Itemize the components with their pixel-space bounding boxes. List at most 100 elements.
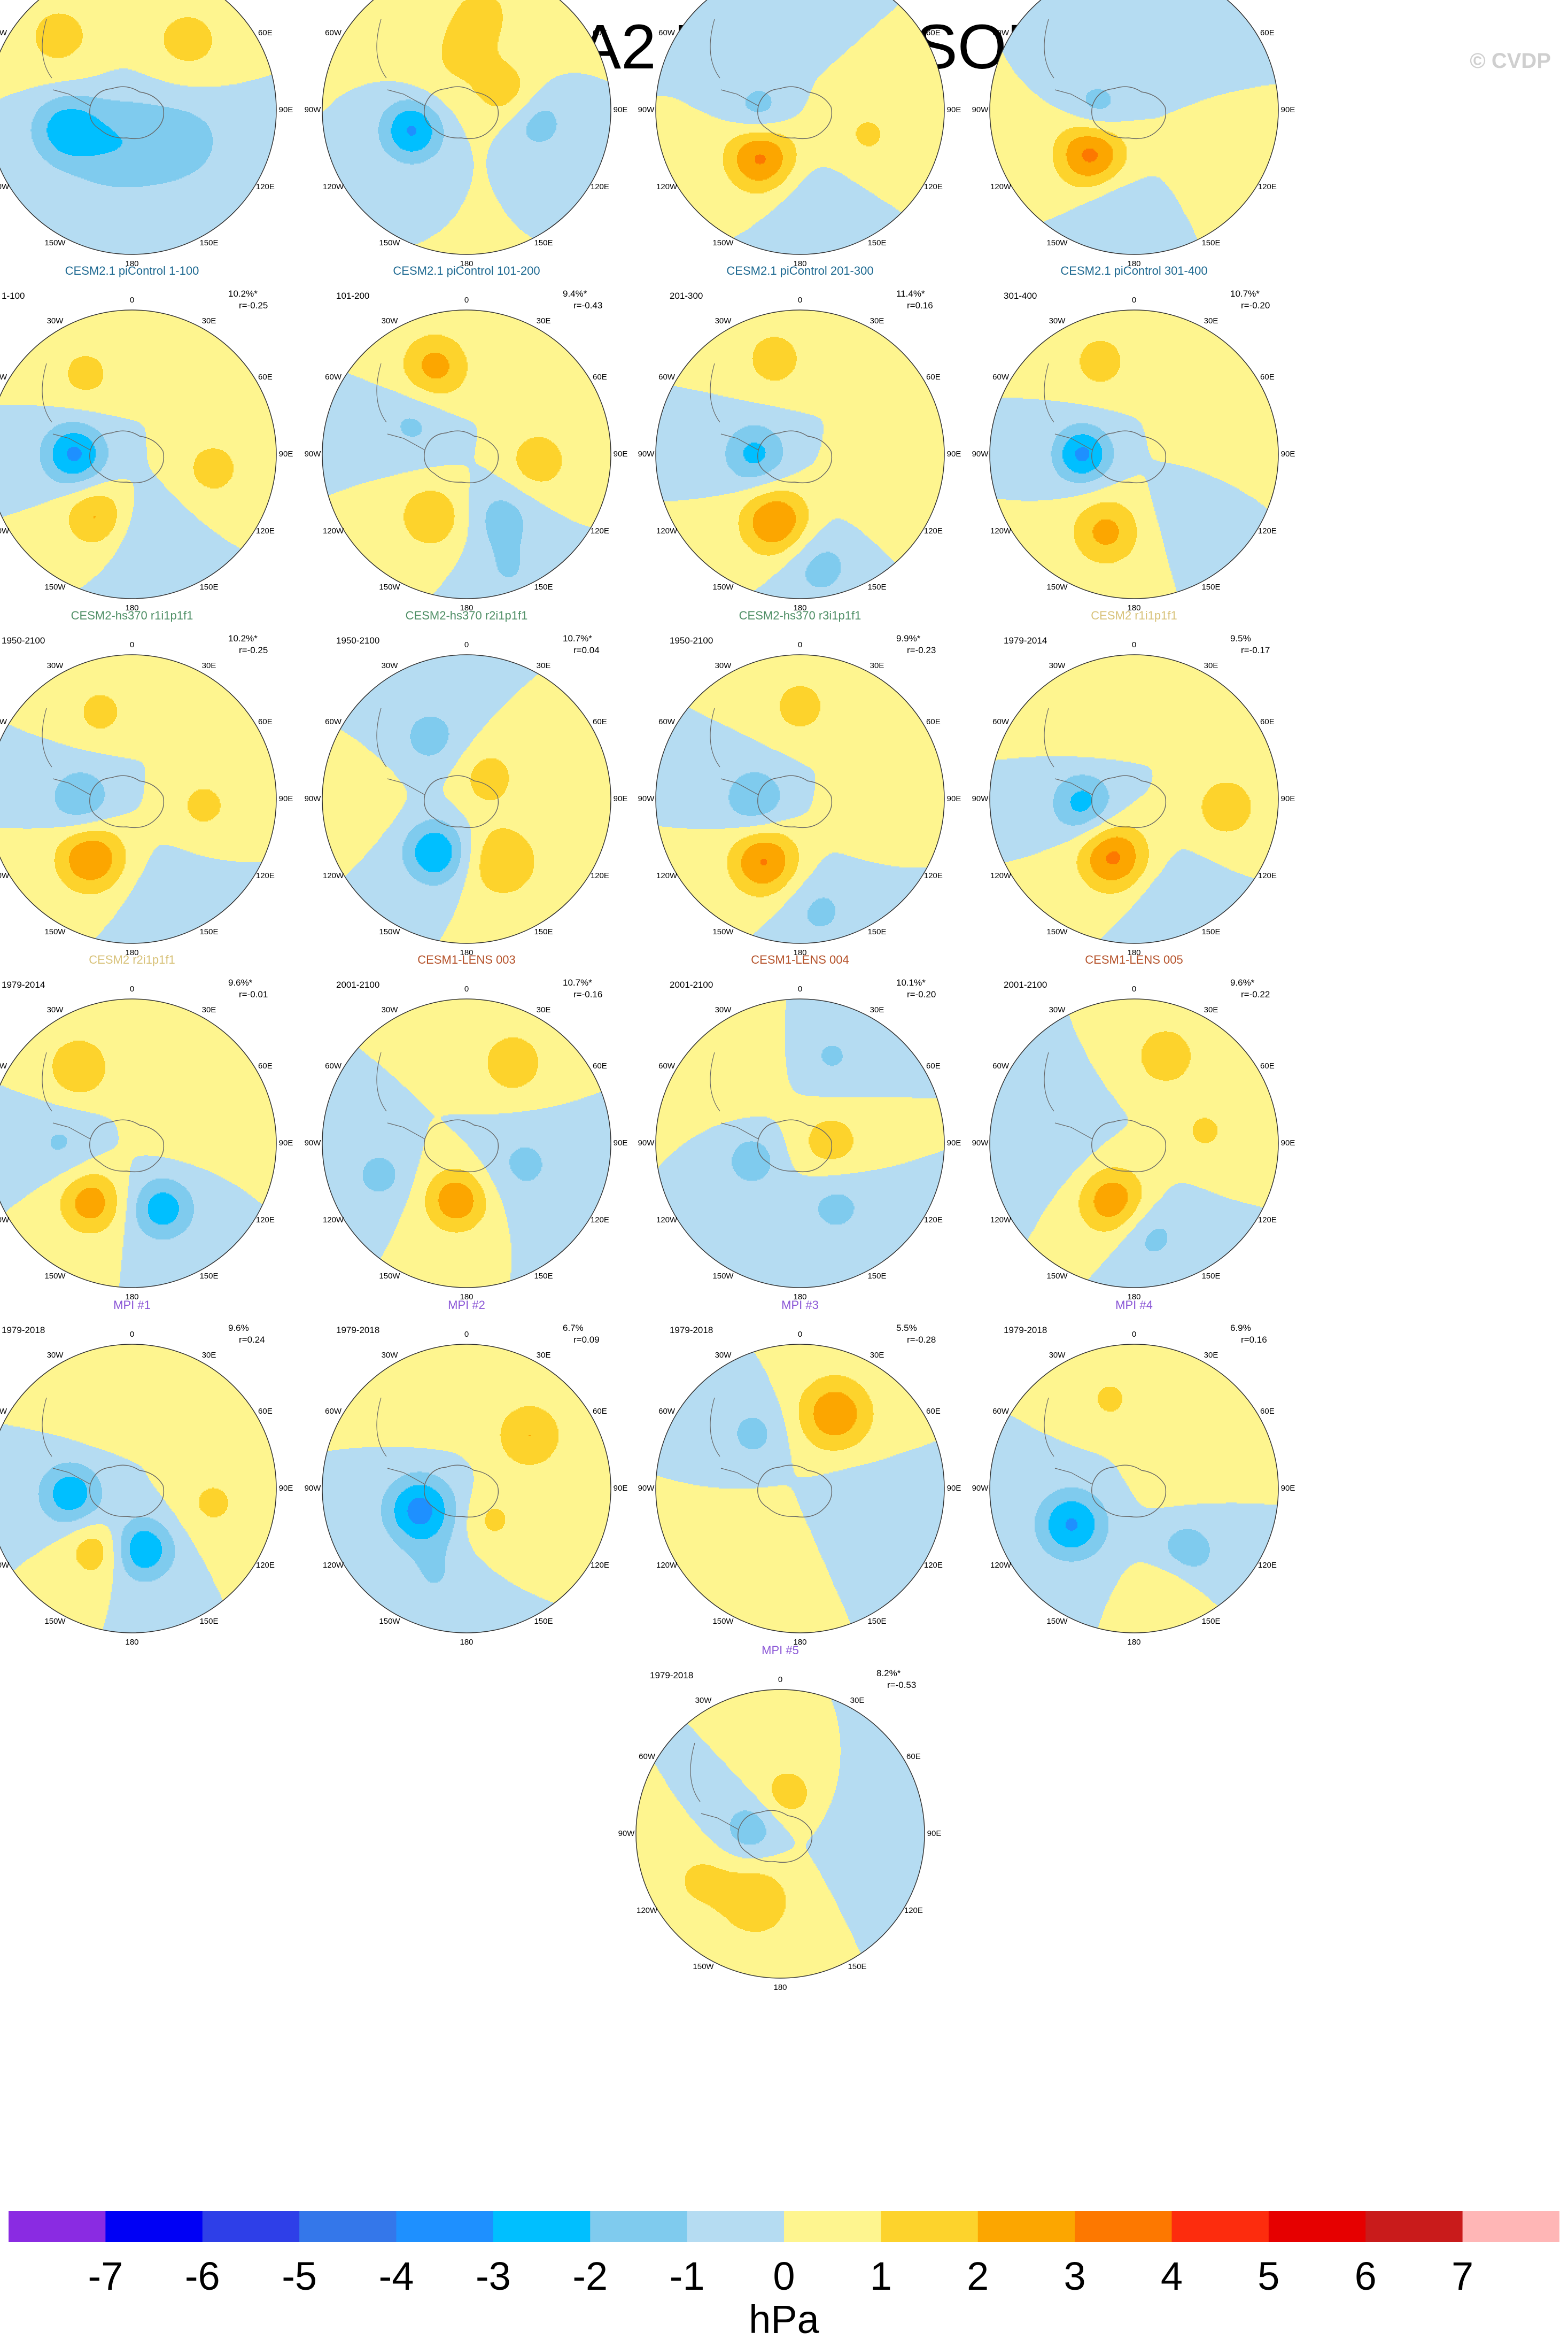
- contour-cell: [1086, 96, 1111, 98]
- contour-cell: [1204, 99, 1278, 101]
- contour-cell: [993, 74, 1017, 75]
- contour-cell: [116, 508, 134, 509]
- contour-cell: [659, 75, 821, 76]
- contour-cell: [105, 124, 207, 126]
- contour-cell: [535, 114, 555, 116]
- contour-cell: [0, 464, 42, 466]
- contour-cell: [998, 162, 1054, 164]
- contour-cell: [322, 464, 479, 466]
- contour-cell: [858, 140, 880, 142]
- contour-cell: [187, 508, 268, 509]
- contour-cell: [400, 324, 533, 326]
- contour-cell: [454, 414, 607, 415]
- contour-cell: [433, 110, 452, 112]
- contour-cell: [1086, 149, 1094, 150]
- contour-cell: [715, 117, 794, 118]
- contour-cell: [1004, 45, 1265, 47]
- contour-cell: [848, 49, 933, 51]
- contour-cell: [102, 367, 249, 368]
- contour-cell: [723, 153, 739, 154]
- contour-cell: [6, 526, 71, 528]
- contour-cell: [849, 48, 933, 50]
- contour-cell: [51, 478, 90, 479]
- contour-cell: [872, 192, 920, 194]
- contour-cell: [356, 358, 404, 360]
- contour-cell: [1026, 84, 1269, 86]
- contour-cell: [387, 153, 437, 154]
- contour-cell: [557, 123, 611, 125]
- contour-cell: [517, 452, 561, 454]
- longitude-label: 60E: [589, 28, 610, 37]
- contour-cell: [66, 14, 243, 16]
- contour-cell: [1012, 30, 1256, 32]
- contour-cell: [53, 460, 72, 461]
- contour-cell: [45, 472, 67, 474]
- contour-cell: [42, 569, 104, 570]
- contour-cell: [15, 197, 249, 198]
- contour-cell: [53, 428, 95, 429]
- contour-cell: [501, 7, 571, 9]
- contour-cell: [41, 340, 223, 342]
- contour-cell: [881, 19, 915, 21]
- contour-cell: [322, 129, 378, 131]
- contour-cell: [857, 130, 881, 132]
- contour-cell: [213, 143, 275, 145]
- contour-cell: [432, 134, 445, 135]
- contour-cell: [464, 418, 608, 420]
- contour-cell: [874, 27, 920, 28]
- contour-cell: [0, 129, 31, 131]
- contour-cell: [126, 534, 220, 536]
- contour-cell: [659, 146, 726, 148]
- contour-cell: [152, 470, 195, 472]
- contour-cell: [423, 359, 448, 361]
- contour-cell: [552, 136, 610, 137]
- contour-cell: [174, 108, 276, 110]
- contour-cell: [115, 523, 130, 524]
- contour-cell: [502, 11, 574, 12]
- contour-cell: [562, 456, 611, 458]
- contour-cell: [666, 168, 725, 169]
- contour-cell: [323, 136, 379, 137]
- contour-cell: [413, 342, 457, 344]
- contour-cell: [432, 129, 445, 131]
- contour-cell: [1107, 142, 1125, 144]
- contour-cell: [103, 375, 255, 377]
- contour-cell: [1016, 24, 1252, 25]
- contour-cell: [117, 514, 133, 516]
- contour-cell: [0, 445, 42, 446]
- contour-cell: [22, 14, 52, 16]
- contour-cell: [1052, 218, 1188, 220]
- contour-cell: [0, 55, 47, 56]
- contour-cell: [117, 509, 134, 510]
- contour-cell: [656, 99, 680, 101]
- contour-cell: [11, 372, 68, 374]
- contour-cell: [232, 476, 276, 477]
- contour-cell: [76, 503, 115, 505]
- contour-cell: [40, 452, 53, 454]
- contour-cell: [0, 503, 42, 505]
- contour-cell: [992, 141, 1055, 143]
- contour-cell: [746, 245, 855, 246]
- contour-cell: [1028, 210, 1070, 211]
- contour-cell: [1105, 121, 1122, 122]
- contour-cell: [415, 127, 432, 129]
- contour-cell: [14, 540, 83, 541]
- contour-cell: [325, 144, 382, 146]
- contour-cell: [103, 378, 258, 380]
- contour-cell: [994, 151, 1053, 152]
- contour-cell: [328, 66, 446, 68]
- contour-cell: [1042, 98, 1086, 100]
- contour-cell: [379, 123, 393, 125]
- contour-cell: [338, 40, 444, 41]
- contour-cell: [3, 177, 81, 179]
- contour-cell: [448, 69, 515, 71]
- contour-cell: [17, 512, 71, 514]
- contour-cell: [383, 113, 401, 115]
- contour-cell: [459, 416, 608, 417]
- contour-cell: [332, 166, 475, 167]
- contour-cell: [443, 62, 508, 64]
- longitude-label: 150W: [44, 583, 66, 592]
- contour-cell: [86, 469, 103, 471]
- contour-cell: [17, 20, 43, 22]
- contour-cell: [499, 201, 580, 203]
